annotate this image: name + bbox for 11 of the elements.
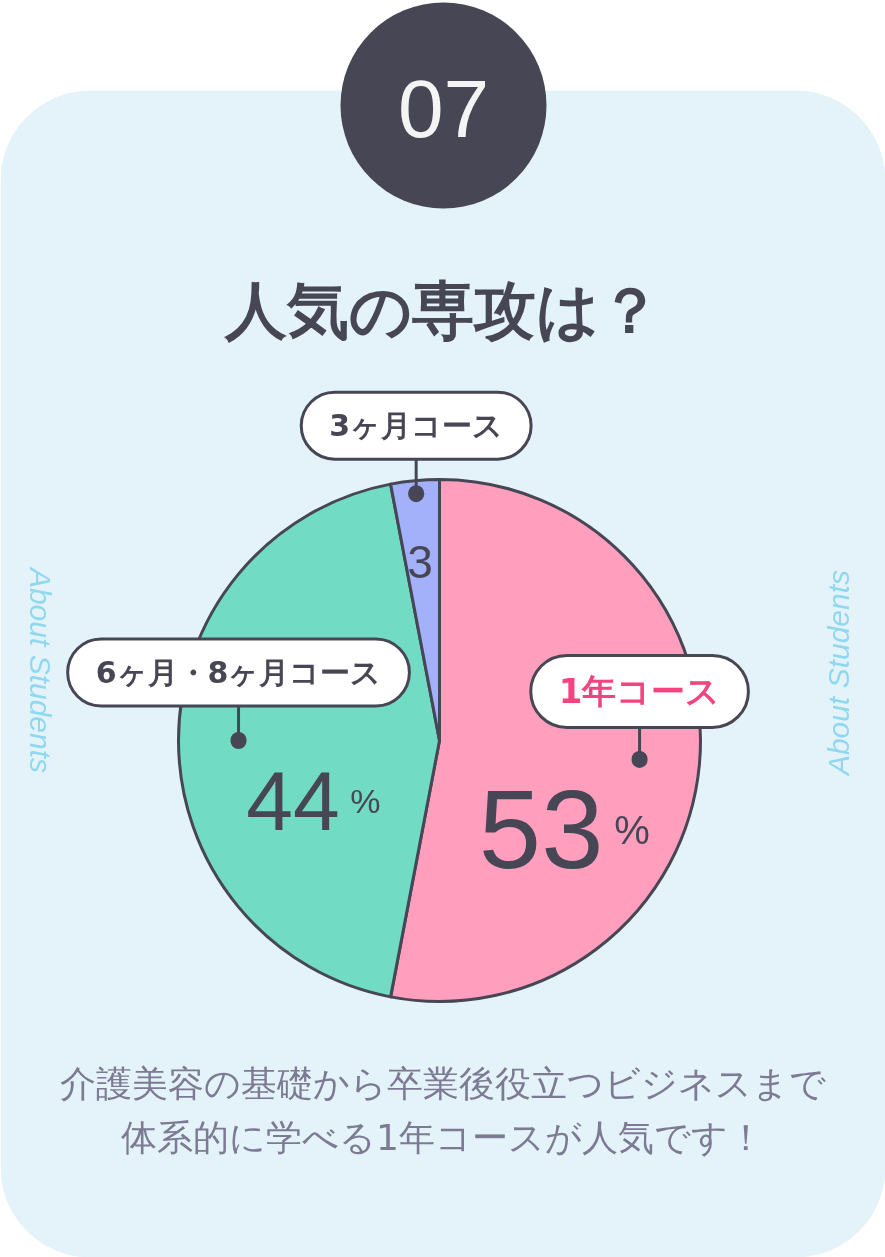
slice-label: 1年コース [558,671,721,712]
text: 07 [397,63,490,154]
data-label: 3 [407,536,433,589]
chart-title: 人気の専攻は？ [222,274,661,347]
slice-label: 6ヶ月・8ヶ月コース [95,655,382,690]
text: 介護美容の基礎から卒業後役立つビジネスまで体系的に学べる1年コースが人気です！ [59,1063,826,1158]
data-label: 44% [246,753,381,848]
data-label: 53% [478,767,650,893]
text: About Students [822,569,855,778]
text: About Students [24,565,57,774]
slice-label: 3ヶ月コース [329,408,504,444]
